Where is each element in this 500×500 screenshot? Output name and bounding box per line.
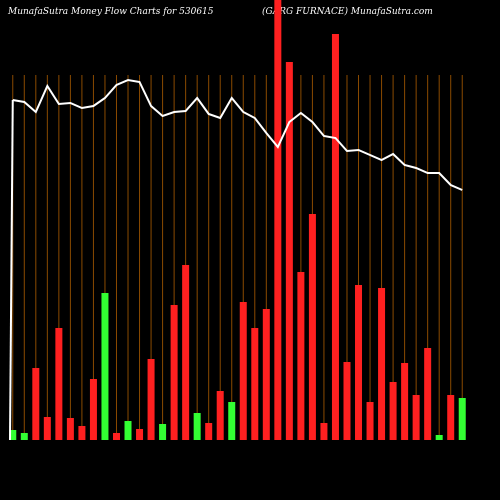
bar xyxy=(147,359,155,440)
bar xyxy=(182,265,190,440)
bar xyxy=(136,429,144,440)
bar xyxy=(205,423,213,440)
bar xyxy=(228,402,236,440)
bar xyxy=(9,430,17,440)
bar xyxy=(401,363,409,440)
bar xyxy=(101,293,109,440)
bar xyxy=(170,305,178,440)
line-start xyxy=(9,99,14,441)
bar xyxy=(43,417,51,440)
bar xyxy=(262,309,270,440)
bar xyxy=(320,423,328,440)
bar xyxy=(251,328,259,440)
bar xyxy=(112,433,120,440)
chart-subtitle: (GARG FURNACE) MunafaSutra.com xyxy=(262,6,433,17)
bar xyxy=(331,34,339,440)
bar xyxy=(366,402,374,440)
chart-title: MunafaSutra Money Flow Charts for 530615 xyxy=(7,7,214,17)
bar xyxy=(285,62,293,440)
bar xyxy=(55,328,63,440)
bar xyxy=(458,398,466,440)
bar xyxy=(343,362,351,440)
bar xyxy=(66,418,74,440)
bar xyxy=(412,395,420,440)
bar xyxy=(89,379,97,440)
bar xyxy=(424,348,432,440)
bar xyxy=(274,0,282,440)
bar xyxy=(78,426,86,440)
bar xyxy=(20,433,28,440)
bar xyxy=(216,391,224,440)
bar xyxy=(239,302,247,440)
bar xyxy=(447,395,455,440)
money-flow-line xyxy=(12,78,463,191)
bar xyxy=(355,285,363,440)
bar xyxy=(159,424,167,440)
bar xyxy=(308,214,316,440)
bar xyxy=(389,382,397,440)
bar xyxy=(435,435,443,440)
bar xyxy=(378,288,386,440)
bar xyxy=(124,421,132,440)
bar xyxy=(297,272,305,440)
bar xyxy=(32,368,40,440)
bar xyxy=(193,413,201,440)
